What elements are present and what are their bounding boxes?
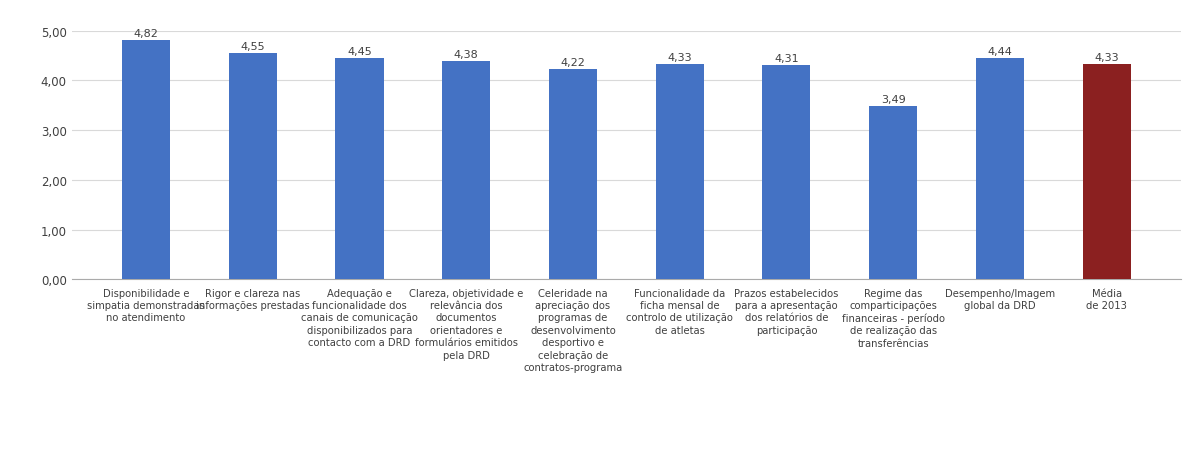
Bar: [1082, 65, 1131, 280]
Bar: [443, 62, 490, 280]
Text: 4,38: 4,38: [453, 51, 478, 60]
Text: 4,44: 4,44: [988, 47, 1013, 57]
Bar: [122, 41, 171, 280]
Bar: [656, 65, 704, 280]
Text: 4,33: 4,33: [1094, 53, 1119, 63]
Bar: [335, 59, 383, 280]
Text: 4,33: 4,33: [667, 53, 692, 63]
Bar: [762, 66, 810, 280]
Text: 4,31: 4,31: [774, 54, 799, 64]
Text: 4,82: 4,82: [134, 28, 159, 38]
Text: 4,45: 4,45: [347, 47, 372, 57]
Text: 3,49: 3,49: [880, 95, 905, 105]
Text: 4,22: 4,22: [561, 58, 586, 68]
Bar: [229, 54, 277, 280]
Bar: [976, 60, 1024, 280]
Text: 4,55: 4,55: [241, 42, 265, 52]
Bar: [870, 106, 917, 280]
Bar: [549, 70, 596, 280]
